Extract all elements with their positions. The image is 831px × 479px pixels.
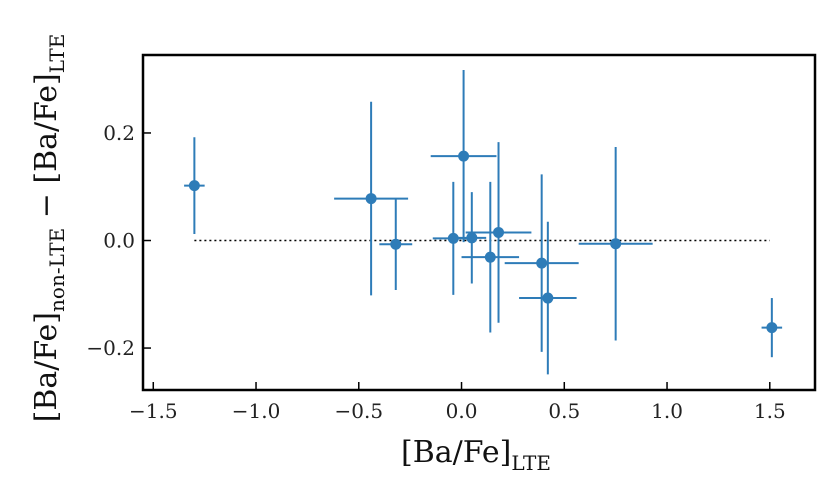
data-point bbox=[610, 238, 622, 250]
plot-frame bbox=[141, 53, 817, 392]
x-tick-label: 1.5 bbox=[754, 399, 786, 423]
data-point bbox=[365, 193, 377, 205]
data-point bbox=[447, 232, 459, 244]
data-point bbox=[390, 238, 402, 250]
y-tick-label: 0.2 bbox=[103, 121, 135, 145]
data-point bbox=[484, 251, 496, 263]
y-tick-label: 0.0 bbox=[103, 229, 135, 253]
error-bars bbox=[184, 70, 783, 375]
y-axis-label-sub2: LTE bbox=[45, 34, 69, 74]
y-axis-label-sub: non-LTE bbox=[45, 228, 69, 312]
data-point bbox=[458, 150, 470, 162]
data-points bbox=[188, 150, 778, 334]
x-axis-ticks: −1.5 −1.0 −0.5 0.0 0.5 1.0 1.5 bbox=[129, 382, 786, 423]
y-axis-ticks: −0.2 0.0 0.2 bbox=[86, 121, 151, 360]
data-point bbox=[188, 180, 200, 192]
x-tick-label: 1.0 bbox=[651, 399, 683, 423]
data-point bbox=[466, 232, 478, 244]
data-point bbox=[766, 322, 778, 334]
data-point bbox=[493, 226, 505, 238]
x-axis-label-main: [Ba/Fe] bbox=[401, 435, 511, 470]
y-tick-label: −0.2 bbox=[86, 336, 135, 360]
data-point bbox=[536, 257, 548, 269]
x-tick-label: −1.0 bbox=[232, 399, 281, 423]
data-point bbox=[542, 292, 554, 304]
y-axis-label: [Ba/Fe]non-LTE − [Ba/Fe]LTE bbox=[29, 34, 69, 423]
x-tick-label: 0.0 bbox=[446, 399, 478, 423]
x-tick-label: −1.5 bbox=[129, 399, 178, 423]
x-axis-label-sub: LTE bbox=[511, 451, 551, 475]
x-tick-label: 0.5 bbox=[548, 399, 580, 423]
x-axis-label: [Ba/Fe]LTE bbox=[401, 435, 551, 475]
y-axis-label-main: [Ba/Fe] bbox=[29, 312, 64, 422]
x-tick-label: −0.5 bbox=[334, 399, 383, 423]
y-axis-label-mid: − [Ba/Fe] bbox=[29, 73, 64, 228]
